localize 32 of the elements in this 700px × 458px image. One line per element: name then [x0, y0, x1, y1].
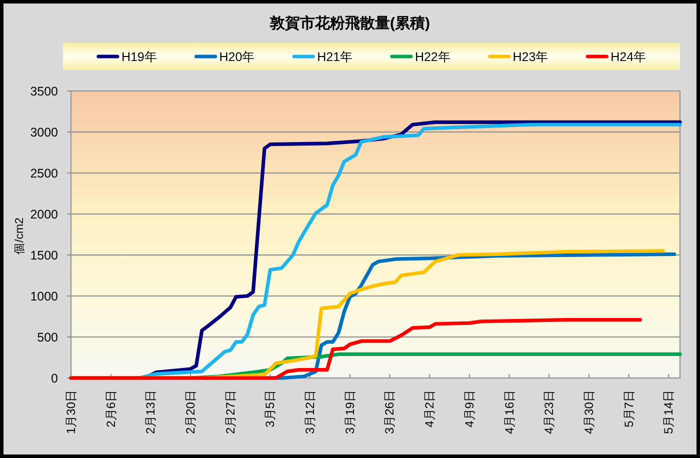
- x-tick-label: 4月16日: [502, 390, 516, 434]
- x-tick-label: 3月12日: [303, 390, 318, 434]
- x-tick-label: 5月7日: [622, 390, 636, 428]
- legend-label: H23年: [512, 50, 549, 64]
- legend-label: H24年: [610, 50, 647, 64]
- legend-label: H22年: [414, 50, 451, 64]
- x-tick-label: 3月19日: [342, 390, 357, 434]
- x-tick-label: 4月30日: [582, 390, 596, 434]
- y-tick-label: 0: [51, 372, 58, 386]
- x-tick-label: 2月13日: [144, 390, 158, 434]
- y-tick-label: 1000: [30, 290, 58, 304]
- y-tick-label: 2500: [30, 166, 58, 180]
- x-tick-label: 3月26日: [382, 390, 397, 434]
- y-tick-label: 2000: [30, 208, 58, 222]
- y-tick-label: 3500: [30, 84, 58, 98]
- x-tick-label: 5月14日: [662, 390, 676, 434]
- y-axis-title: 個/cm2: [13, 218, 26, 254]
- chart-title: 敦賀市花粉飛散量(累積): [269, 14, 430, 32]
- x-tick-label: 4月23日: [542, 390, 556, 434]
- x-tick-label: 2月6日: [104, 390, 118, 428]
- y-tick-label: 500: [37, 330, 58, 344]
- x-tick-label: 1月30日: [64, 390, 78, 434]
- legend-label: H19年: [121, 50, 158, 64]
- x-tick-label: 2月20日: [184, 390, 198, 434]
- y-tick-label: 1500: [30, 248, 58, 262]
- x-tick-label: 3月5日: [263, 390, 278, 428]
- x-tick-label: 4月9日: [462, 390, 476, 428]
- y-tick-label: 3000: [30, 126, 58, 140]
- legend-label: H21年: [317, 50, 354, 64]
- x-tick-label: 2月27日: [223, 390, 238, 434]
- x-tick-label: 4月2日: [422, 390, 437, 428]
- legend-label: H20年: [219, 50, 256, 64]
